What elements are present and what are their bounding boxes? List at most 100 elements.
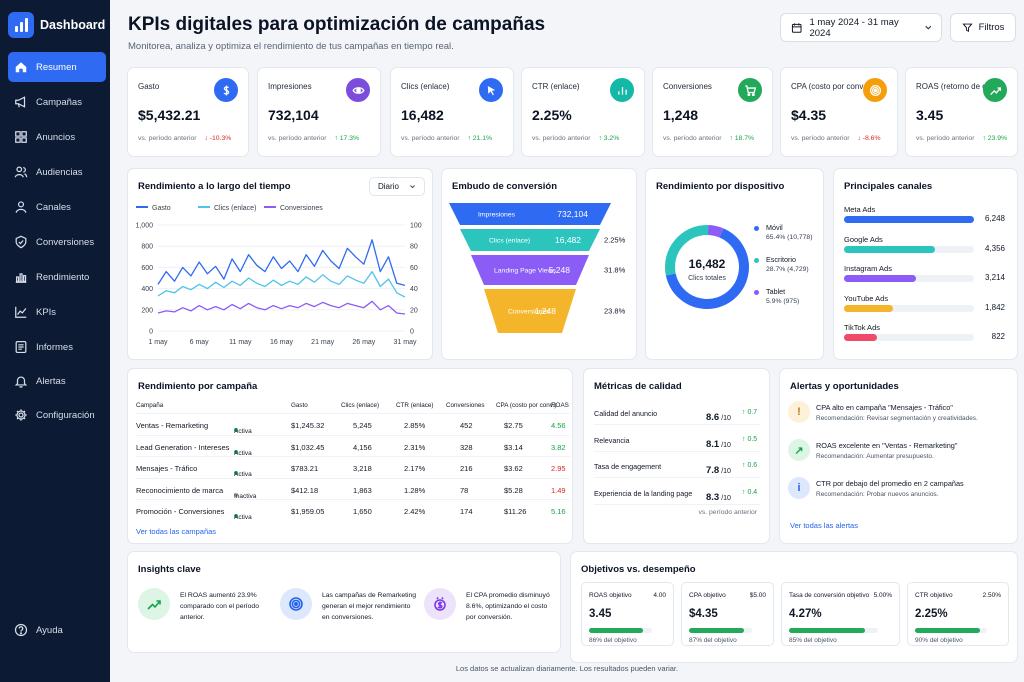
kpi-card-0[interactable]: Gasto $5,432.21 vs. período anterior ↓ -10… (127, 67, 249, 157)
table-row[interactable]: Reconocimiento de marca Inactiva $412.18 1,… (136, 477, 570, 500)
table-row[interactable]: Promoción - Conversiones Activa $1,959.05 1… (136, 499, 570, 521)
sidebar-item-ayuda[interactable]: Ayuda (8, 615, 106, 645)
goal-card[interactable]: CPA objetivo $5.00 $4.35 87% del objetivo (681, 582, 774, 646)
funnel-stage-label: Impresiones (478, 212, 516, 219)
y-tick-left: 600 (141, 265, 153, 272)
quality-delta: ↑ 0.5 (742, 435, 758, 443)
column-header[interactable]: Gasto (291, 402, 308, 409)
column-header[interactable]: Clics (enlace) (341, 402, 380, 409)
sidebar-item-anuncios[interactable]: Anuncios (8, 122, 106, 152)
funnel-stage-2[interactable] (471, 255, 589, 285)
table-row[interactable]: Mensajes - Tráfico Activa $783.21 3,218 2.17… (136, 456, 570, 478)
donut-slice-1[interactable] (664, 225, 709, 276)
quality-score: 8.6/10 (706, 407, 731, 425)
insight-text-line: por conversión. (466, 614, 513, 621)
sidebar-item-audiencias[interactable]: Audiencias (8, 157, 106, 187)
sidebar-item-label: Rendimiento (36, 271, 90, 283)
kpi-comparison: vs. período anterior ↑ 18.7% (663, 135, 754, 142)
list-icon (15, 340, 27, 354)
table-header: Campaña Gasto Clics (enlace) CTR (enlace) Co… (136, 395, 570, 417)
sidebar-item-kpis[interactable]: KPIs (8, 297, 106, 327)
funnel-stage-1[interactable] (460, 229, 600, 251)
target-icon (289, 597, 303, 611)
kpi-card-3[interactable]: CTR (enlace) 2.25% vs. período anterior ↑ … (521, 67, 645, 157)
campaign-roas: 3.82 (551, 442, 566, 452)
column-header[interactable]: Conversiones (446, 402, 485, 409)
kpi-card-2[interactable]: Clics (enlace) 16,482 vs. período anterior… (390, 67, 514, 157)
campaign-ctr: 1.28% (404, 485, 426, 495)
kpi-card-5[interactable]: CPA (costo por conv.) $4.35 vs. período an… (780, 67, 898, 157)
sidebar-item-campanas[interactable]: Campañas (8, 87, 106, 117)
sidebar-item-resumen[interactable]: Resumen (8, 52, 106, 82)
campaign-cpa: $2.75 (504, 421, 523, 430)
sidebar-item-informes[interactable]: Informes (8, 332, 106, 362)
sidebar-item-alertas[interactable]: Alertas (8, 366, 106, 396)
info-icon: i (788, 477, 810, 499)
goal-card[interactable]: Tasa de conversión objetivo 5.00% 4.27% 85%… (781, 582, 900, 646)
alert-title[interactable]: CPA alto en campaña "Mensajes - Tráfico" (816, 403, 953, 412)
quality-row: Experiencia de la landing page 8.3/10 ↑ 0.… (594, 481, 760, 505)
alert-title[interactable]: CTR por debajo del promedio en 2 campaña… (816, 479, 964, 488)
campaign-clicks: 4,156 (353, 442, 372, 452)
quality-label: Tasa de engagement (594, 462, 662, 471)
alert-title[interactable]: ROAS excelente en "Ventas - Remarketing" (816, 441, 958, 450)
table-row[interactable]: Lead Generation - Intereses Activa $1,032.… (136, 434, 570, 457)
chevron-down-icon (925, 25, 932, 30)
kpi-icon-badge (863, 78, 887, 102)
kpi-comparison: vs. período anterior ↓ -8.6% (791, 135, 881, 142)
kpi-card-1[interactable]: Impresiones 732,104 vs. período anterior ↑… (257, 67, 381, 157)
funnel-card: Embudo de conversión Impresiones 732,104 C… (441, 168, 637, 360)
cursor-icon (487, 85, 495, 95)
sidebar-item-conversiones[interactable]: Conversiones (8, 227, 106, 257)
table-row[interactable]: Ventas - Remarketing Activa $1,245.32 5,245… (136, 413, 570, 435)
insight-text-line: 8.6%, optimizando el costo (466, 603, 548, 610)
channel-bar-track (844, 334, 974, 341)
status-dot (234, 471, 238, 475)
kpi-card-4[interactable]: Conversiones 1,248 vs. período anterior ↑ … (652, 67, 773, 157)
kpi-value: 16,482 (401, 107, 444, 123)
kpi-comparison: vs. período anterior ↑ 21.1% (401, 135, 492, 142)
view-all-alerts-link[interactable]: Ver todas las alertas (790, 521, 858, 530)
kpi-icon-badge (738, 78, 762, 102)
view-all-campaigns-link[interactable]: Ver todas las campañas (136, 527, 217, 536)
y-tick-right: 0 (410, 329, 414, 336)
sidebar-item-canales[interactable]: Canales (8, 192, 106, 222)
column-header[interactable]: CPA (costo por conv.) (496, 402, 557, 409)
gear-icon (15, 409, 27, 421)
score-value: 8.6 (706, 412, 720, 423)
column-header[interactable]: Campaña (136, 402, 164, 409)
kpi-card-6[interactable]: ROAS (retorno de gasto) 3.45 vs. período a… (905, 67, 1018, 157)
column-header[interactable]: CTR (enlace) (396, 402, 434, 409)
alerts-title: Alertas y oportunidades (790, 381, 899, 392)
kpi-delta: ↑ 3.2% (598, 135, 620, 142)
donut-slice-2[interactable] (707, 225, 724, 238)
date-range-picker[interactable]: 1 may 2024 - 31 may 2024 (780, 13, 942, 42)
sidebar-item-label: Ayuda (36, 624, 63, 636)
legend-dot (754, 226, 759, 231)
sidebar-item-rendimiento[interactable]: Rendimiento (8, 262, 106, 292)
funnel-stage-0[interactable] (449, 203, 611, 225)
trend-icon (15, 306, 27, 318)
megaphone-icon (15, 96, 26, 108)
quality-label: Experiencia de la landing page (594, 488, 693, 498)
status-label: Activa (234, 449, 252, 457)
people-icon (15, 201, 27, 213)
goal-card[interactable]: CTR objetivo 2.50% 2.25% 90% del objetivo (907, 582, 1009, 646)
goal-card[interactable]: ROAS objetivo 4.00 3.45 86% del objetivo (581, 582, 674, 646)
sidebar-item-configuracion[interactable]: Configuración (8, 400, 106, 430)
quality-delta: ↑ 0.7 (742, 409, 758, 416)
column-header[interactable]: ROAS (551, 402, 569, 409)
kpi-value: 3.45 (916, 107, 944, 123)
insight-text-line: comparado con el período (180, 603, 259, 610)
campaign-ctr: 2.42% (404, 507, 426, 516)
bar-chart-icon (15, 273, 27, 283)
donut-total-label: Clics totales (688, 275, 726, 282)
period-select[interactable]: Diario (369, 177, 425, 196)
app-logo[interactable]: Dashboard (8, 12, 105, 38)
y-tick-right: 40 (410, 286, 418, 293)
funnel-stage-3[interactable] (484, 289, 576, 333)
legend-label: Conversiones (280, 205, 323, 212)
filters-button[interactable]: Filtros (950, 13, 1016, 42)
quality-title: Métricas de calidad (594, 381, 682, 392)
bar-chart-logo-icon (8, 12, 34, 38)
